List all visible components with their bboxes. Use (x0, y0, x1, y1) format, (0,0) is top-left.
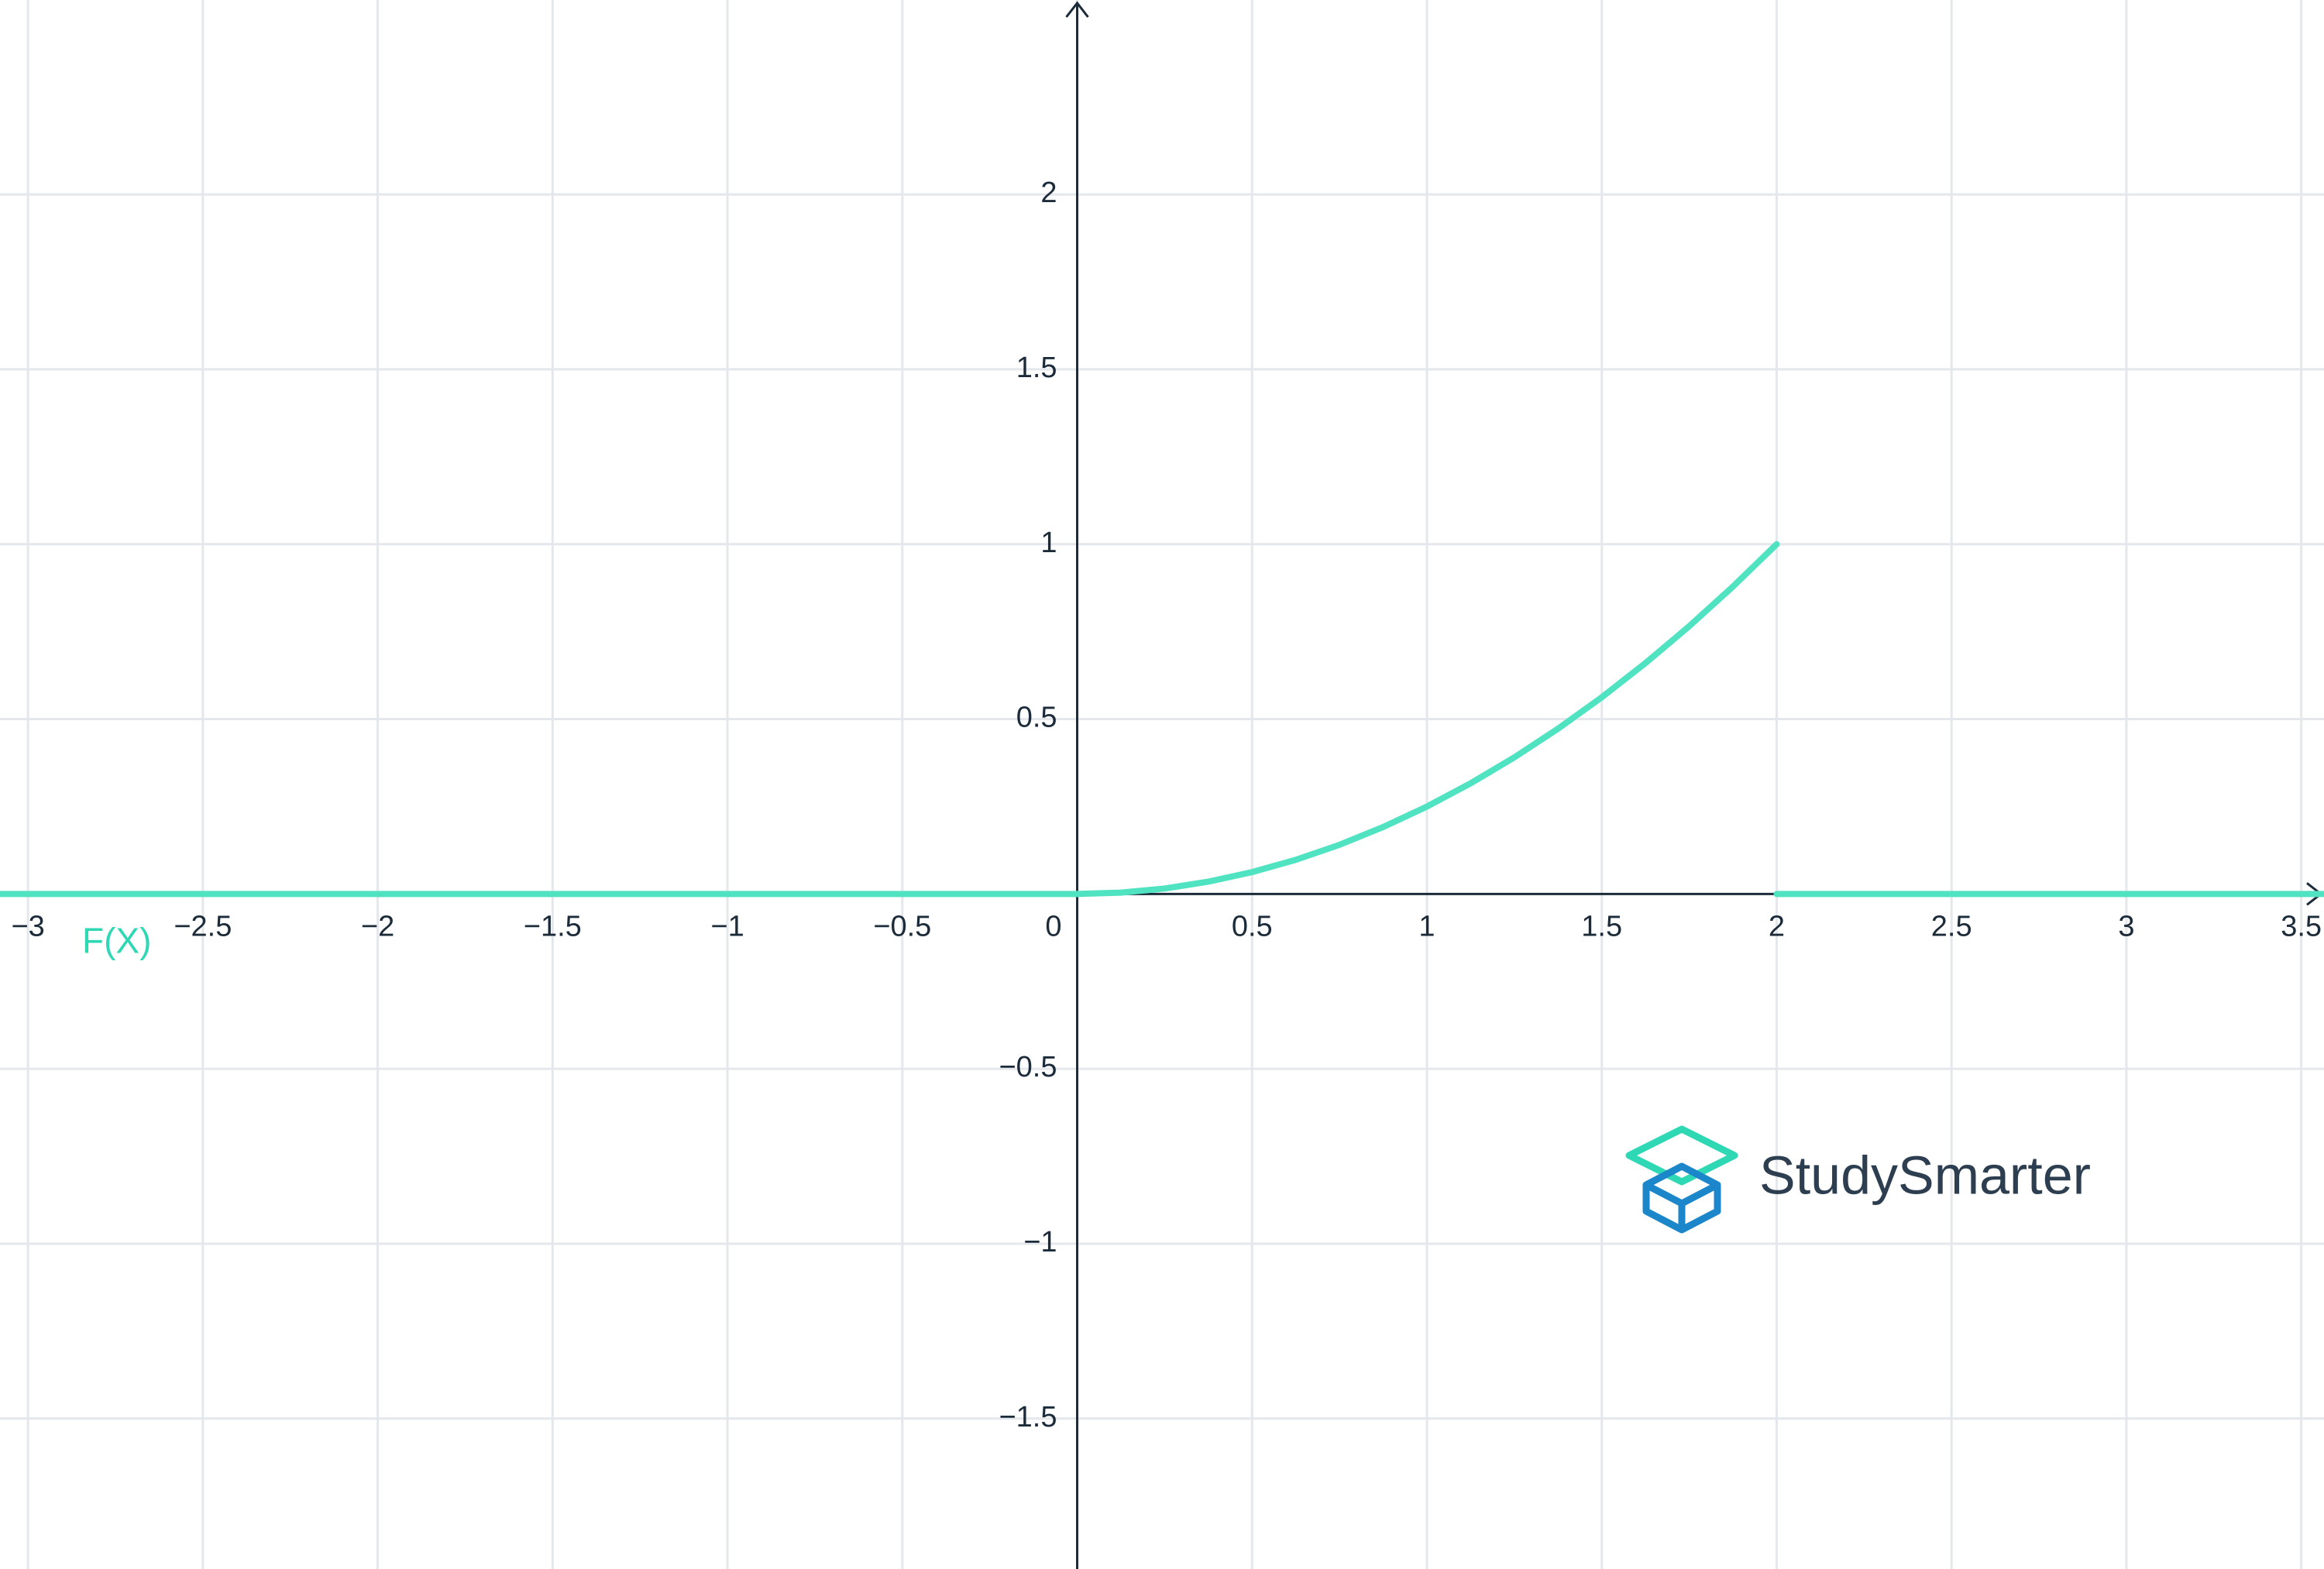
x-tick-label: −0.5 (873, 910, 931, 942)
y-tick-label: −0.5 (999, 1051, 1057, 1083)
logo (1625, 1125, 1738, 1234)
y-tick-label: −1 (1023, 1226, 1057, 1258)
series-label: F(X) (82, 921, 151, 961)
x-tick-label: −1.5 (524, 910, 582, 942)
x-tick-label: 2 (1769, 910, 1785, 942)
x-tick-label: 1 (1418, 910, 1435, 942)
y-tick-label: 0.5 (1016, 702, 1057, 734)
x-tick-label: −1 (710, 910, 744, 942)
logo-cube-edges (1644, 1182, 1720, 1230)
x-tick-label: 0 (1045, 910, 1061, 942)
watermark: StudySmarter (1759, 1145, 2091, 1205)
x-tick-label: 3 (2118, 910, 2134, 942)
x-tick-label: 1.5 (1581, 910, 1622, 942)
marks: F(X) (0, 541, 2324, 961)
x-tick-label: 0.5 (1232, 910, 1273, 942)
y-tick-label: 2 (1040, 177, 1057, 209)
logo-top (1625, 1125, 1738, 1186)
x-tick-label: 2.5 (1931, 910, 1972, 942)
y-axis-arrow (1065, 1, 1089, 18)
x-tick-label: −3 (11, 910, 44, 942)
line-series (0, 541, 2324, 898)
y-tick-label: 1.5 (1016, 352, 1057, 384)
x-tick-label: −2.5 (174, 910, 232, 942)
x-tick-label: 3.5 (2281, 910, 2322, 942)
y-tick-label: −1.5 (999, 1401, 1057, 1433)
x-tick-label: −2 (361, 910, 394, 942)
y-tick-label: 1 (1040, 527, 1057, 559)
